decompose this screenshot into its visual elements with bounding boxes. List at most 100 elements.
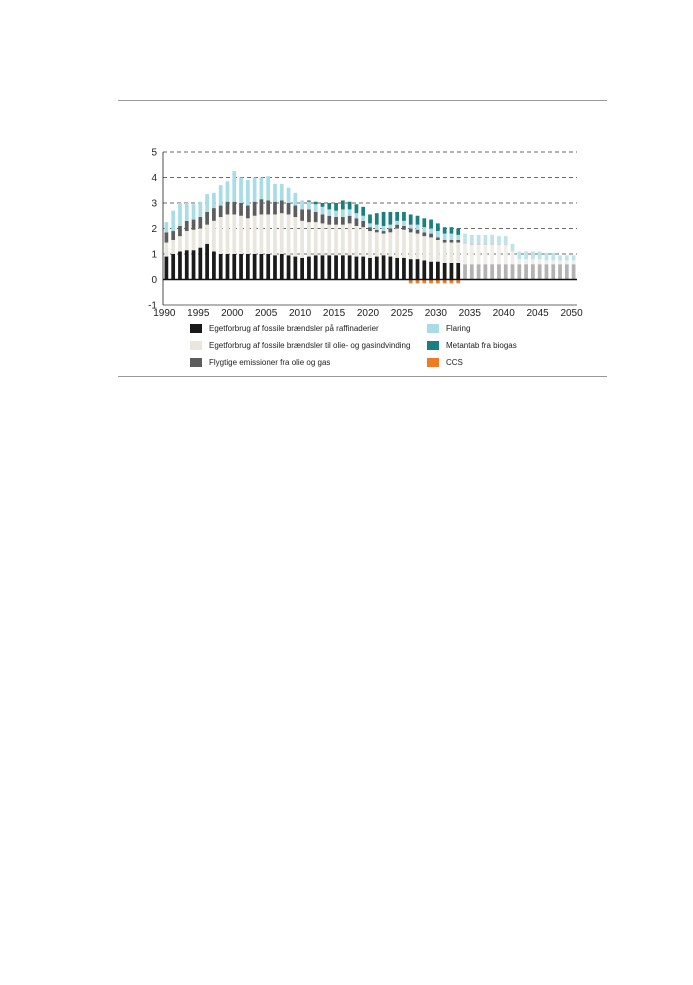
bar-segment <box>456 228 461 235</box>
bar-segment <box>395 224 400 229</box>
bar-segment <box>469 264 474 280</box>
bar-segment <box>347 255 352 280</box>
bar-segment <box>245 218 250 254</box>
bar-segment <box>436 237 440 240</box>
bar-segment <box>402 229 406 258</box>
bar-segment <box>327 203 332 210</box>
bar-segment <box>327 224 332 256</box>
bar-segment <box>429 279 433 284</box>
axes: -1 0 1 2 3 4 5 1990 1995 2000 2005 2010 2015 2020 2025… <box>148 148 583 320</box>
bar-segment <box>436 279 440 284</box>
bar-segment <box>266 214 271 254</box>
bar-segment <box>395 220 400 225</box>
bar-segment <box>225 214 230 254</box>
bar-segment <box>442 233 447 240</box>
top-divider <box>118 100 607 101</box>
bar-segment <box>415 233 420 260</box>
bar-segment <box>300 209 304 221</box>
bar-segment <box>442 227 447 234</box>
bar-segment <box>497 245 501 265</box>
bar-segment <box>436 223 440 232</box>
bar-segment <box>374 256 379 280</box>
bar-segment <box>368 231 372 258</box>
bar-segment <box>456 279 461 284</box>
bar-segment <box>205 224 209 244</box>
bar-segment <box>307 201 311 210</box>
bar-segment <box>279 183 284 201</box>
legend-item-flaring: Flaring <box>427 322 470 334</box>
bar-segment <box>503 264 508 280</box>
bar-segment <box>340 217 345 225</box>
bar-segment <box>381 255 386 280</box>
bar-segment <box>245 180 250 206</box>
y-tick-label: 1 <box>151 250 157 261</box>
bar-segment <box>510 243 515 251</box>
bar-segment <box>517 264 522 280</box>
bar-segment <box>279 200 284 214</box>
bar-segment <box>408 224 413 229</box>
x-tick-label: 2035 <box>459 308 482 319</box>
bar-segment <box>476 242 481 246</box>
bar-segment <box>320 214 325 224</box>
bar-segment <box>497 243 501 246</box>
bar-segment <box>449 242 454 263</box>
bar-segment <box>259 199 264 215</box>
bar-segment <box>368 227 372 232</box>
legend-item-oil-gas-extraction: Egetforbrug af fossile brændsler til oli… <box>190 339 410 351</box>
bar-segment <box>252 201 257 216</box>
bar-segment <box>381 225 386 232</box>
bar-segment <box>178 203 182 226</box>
legend-label: Metantab fra biogas <box>446 340 517 350</box>
bar-segment <box>469 234 474 243</box>
bar-segment <box>415 259 420 280</box>
y-tick-label: 5 <box>151 148 157 159</box>
bar-segment <box>463 233 467 242</box>
bar-segment <box>564 260 569 265</box>
bar-segment <box>340 224 345 256</box>
bar-segment <box>551 252 556 261</box>
bar-segment <box>320 223 325 256</box>
legend-label: Egetforbrug af fossile brændsler på raff… <box>209 323 379 333</box>
bar-segment <box>245 205 250 219</box>
bar-segment <box>232 201 237 215</box>
bar-segment <box>239 203 243 216</box>
bar-segment <box>171 210 176 232</box>
y-tick-label: 4 <box>151 173 157 184</box>
bar-segment <box>164 222 169 233</box>
bar-segment <box>503 243 508 246</box>
bar-segment <box>218 254 223 280</box>
legend-item-ccs: CCS <box>427 356 463 368</box>
bar-segment <box>205 194 209 212</box>
x-tick-label: 2020 <box>357 308 380 319</box>
bar-segment <box>225 201 230 215</box>
bar-segment <box>436 261 440 280</box>
bar-segment <box>415 224 420 230</box>
legend-swatch <box>190 357 202 367</box>
legend-label: CCS <box>446 357 463 367</box>
legend-swatch <box>190 323 202 333</box>
bottom-divider <box>118 376 607 377</box>
legend-item-refineries: Egetforbrug af fossile brændsler på raff… <box>190 322 379 334</box>
bar-segment <box>388 256 393 280</box>
bar-segment <box>354 218 359 226</box>
x-tick-label: 1990 <box>153 308 176 319</box>
bar-segment <box>374 224 379 230</box>
bar-segment <box>463 264 467 280</box>
bar-segment <box>239 254 243 280</box>
legend-label: Egetforbrug af fossile brændsler til oli… <box>209 340 411 350</box>
bar-segment <box>212 251 216 280</box>
bar-segment <box>191 250 196 280</box>
bar-segment <box>381 211 386 226</box>
legend: Egetforbrug af fossile brændsler på raff… <box>190 322 570 368</box>
x-tick-label: 2015 <box>323 308 346 319</box>
bar-segment <box>320 255 325 280</box>
bar-segment <box>429 237 433 262</box>
bar-segment <box>374 232 379 257</box>
bar-segment <box>408 232 413 260</box>
bar-segment <box>239 215 243 254</box>
bar-segment <box>279 254 284 280</box>
bar-segment <box>307 256 311 280</box>
x-tick-label: 2030 <box>425 308 448 319</box>
bar-segment <box>571 264 576 280</box>
bar-segment <box>361 256 366 280</box>
